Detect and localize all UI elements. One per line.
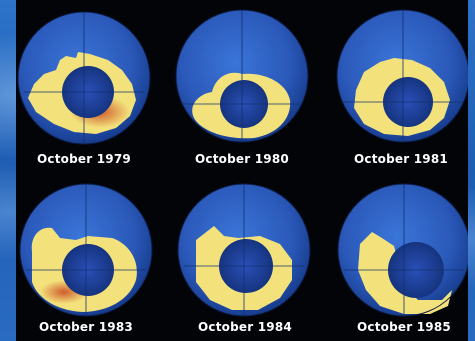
globe-1980 <box>175 9 309 143</box>
ozone-band <box>358 232 452 314</box>
caption-1981: October 1981 <box>354 152 448 166</box>
globe-1984 <box>177 183 311 317</box>
globe-1983 <box>19 183 153 317</box>
ozone-globes <box>17 9 468 317</box>
globe-1985 <box>337 183 468 317</box>
caption-1979: October 1979 <box>37 152 131 166</box>
caption-1983: October 1983 <box>39 320 133 334</box>
caption-1985: October 1985 <box>357 320 451 334</box>
globe-1981 <box>336 9 468 143</box>
caption-1980: October 1980 <box>195 152 289 166</box>
caption-1984: October 1984 <box>198 320 292 334</box>
globe-1979 <box>17 11 151 145</box>
